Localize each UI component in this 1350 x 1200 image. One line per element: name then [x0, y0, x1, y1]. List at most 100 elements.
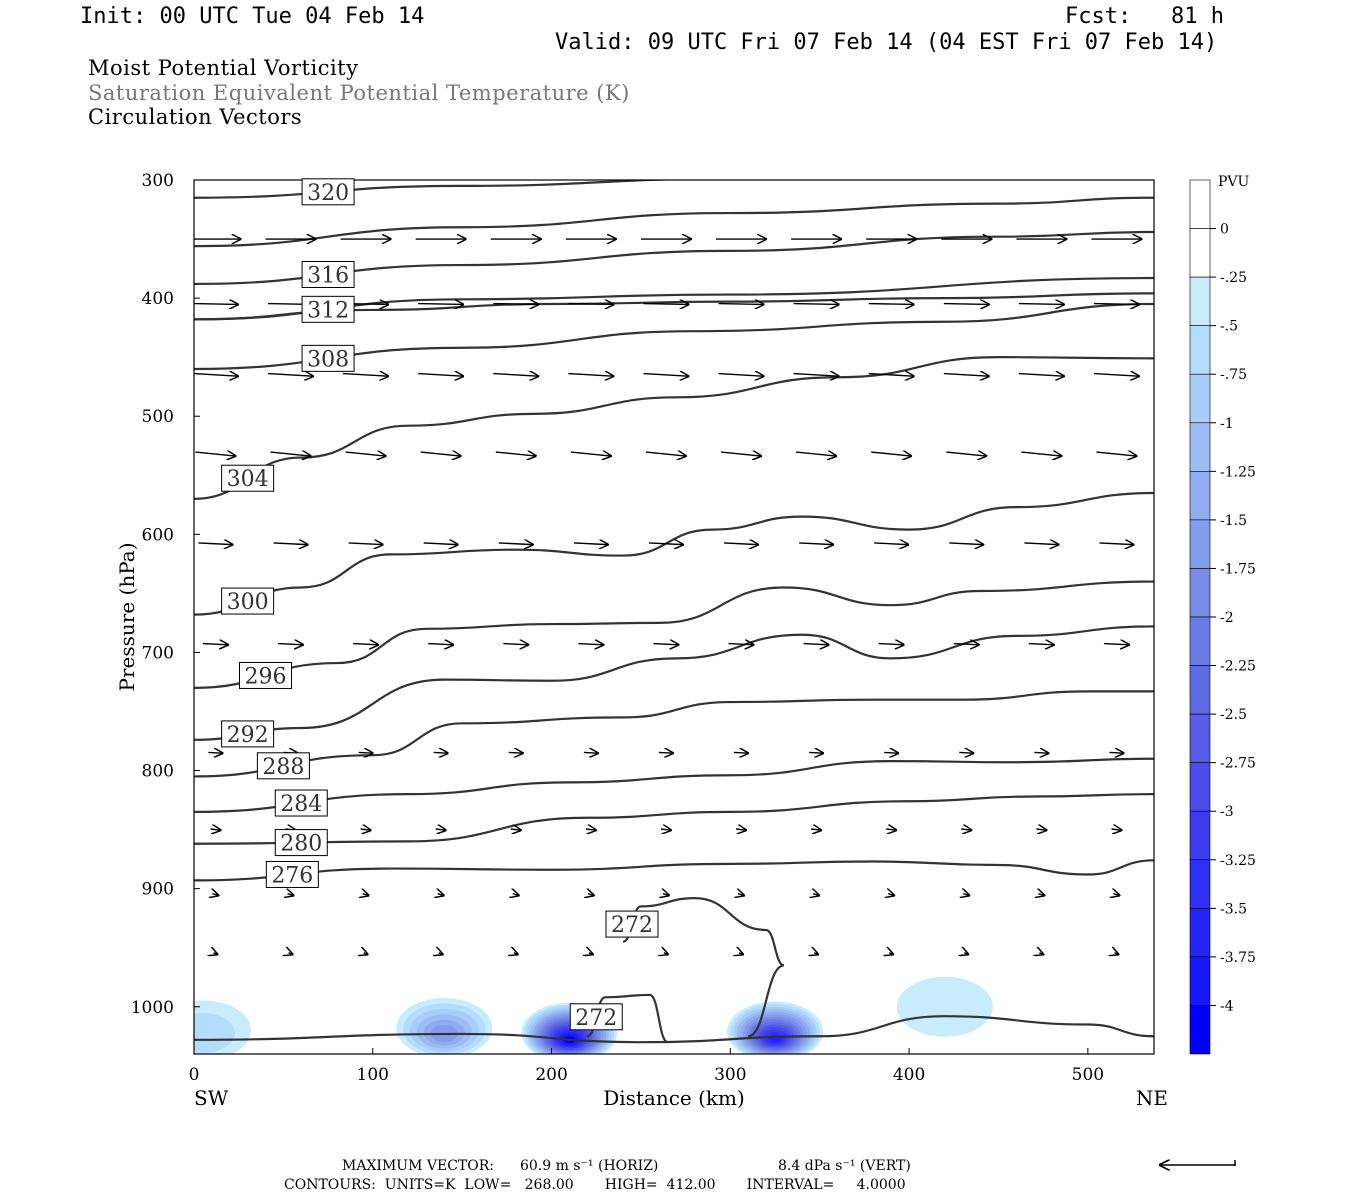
field-vectors-title: Circulation Vectors [88, 105, 303, 129]
vector-arrow [273, 543, 308, 545]
contour-line-1 [194, 196, 1154, 248]
vector-arrow [1018, 374, 1064, 377]
contour-label-box [221, 587, 275, 615]
contour-line-8 [194, 580, 1154, 689]
vector-arrow [949, 543, 983, 545]
vector-arrow [198, 543, 232, 545]
vector-arrow [653, 644, 678, 645]
vector-arrow [358, 752, 373, 753]
vector-arrow [796, 452, 836, 456]
contour-label-10: 288 [256, 752, 310, 780]
contour-label-2: 316 [301, 260, 355, 288]
vector-arrow [664, 953, 668, 955]
contour-label-text: 292 [227, 723, 269, 748]
contour-label-box [221, 464, 275, 492]
pv-colorbar: 0 -.25 -.5 -.75 -1 -1.25 -1.5 -1.75 -2 -2.25 -2.5 -… [1189, 179, 1256, 1055]
vector-arrow [210, 829, 220, 830]
vector-arrow [493, 304, 538, 305]
contour-label-box [221, 720, 275, 748]
vector-arrow [1093, 304, 1139, 305]
vector-arrow [643, 304, 688, 305]
colorbar-label: -3 [1220, 804, 1234, 820]
pv-region-4-level-0 [896, 976, 993, 1037]
vector-arrow [364, 953, 368, 955]
vector-arrow [568, 304, 613, 305]
vector-arrow [645, 452, 686, 456]
vector-arrow [568, 374, 613, 377]
y-tick-label: 900 [142, 880, 174, 900]
vector-arrow [267, 374, 313, 377]
contour-line-7 [194, 491, 1154, 616]
vector-arrow [814, 953, 818, 955]
vector-arrow [495, 452, 536, 456]
colorbar-swatch [1189, 471, 1211, 521]
colorbar-label: -1.75 [1220, 561, 1256, 577]
vector-arrow [1109, 752, 1123, 753]
contour-label-box [274, 829, 328, 857]
vector-arrow [420, 452, 461, 456]
vector-arrow [809, 752, 823, 753]
vector-arrow [1018, 304, 1064, 305]
vector-arrow [194, 304, 238, 305]
vector-arrow [648, 543, 683, 545]
contour-line-2 [194, 230, 1154, 286]
vector-arrow [724, 543, 758, 545]
contour-label-text: 272 [575, 1006, 617, 1031]
vector-arrow [360, 829, 371, 830]
y-axis-label: Pressure (hPa) [115, 543, 139, 692]
vector-arrow [739, 953, 743, 955]
vector-arrow [658, 752, 673, 753]
x-left-endpoint: SW [194, 1086, 229, 1110]
colorbar-label: -.25 [1220, 270, 1247, 286]
contour-label-9: 292 [221, 720, 275, 748]
colorbar-label: -2 [1220, 610, 1234, 626]
vector-arrow [493, 374, 538, 377]
contour-label-text: 300 [227, 590, 269, 615]
vector-arrow [363, 894, 369, 896]
contour-label-box [274, 789, 328, 817]
forecast-hour: Fcst: 81 h [1065, 4, 1224, 29]
contour-line-11 [194, 757, 1154, 813]
vector-arrow [868, 374, 914, 377]
colorbar-swatch [1189, 568, 1211, 618]
colorbar-swatch [1189, 519, 1211, 569]
vector-arrow [803, 644, 829, 645]
colorbar-label: -1 [1220, 416, 1234, 432]
contour-label-box [265, 860, 319, 888]
contour-info: CONTOURS: UNITS=K LOW= 268.00 HIGH= 412.… [284, 1177, 906, 1193]
pv-region-0-level-1 [194, 1013, 235, 1054]
vector-arrow [718, 304, 764, 305]
vector-arrow [1036, 829, 1046, 830]
vector-arrow [353, 644, 378, 645]
vector-arrow [1039, 953, 1043, 955]
contour-label-13: 276 [265, 860, 319, 888]
y-tick-label: 1000 [131, 998, 174, 1018]
vector-arrow [513, 894, 519, 896]
vector-arrow [213, 953, 217, 955]
contour-label-6: 304 [221, 464, 275, 492]
colorbar-swatch [1189, 713, 1211, 763]
contour-label-4: 312 [301, 295, 355, 323]
vector-arrow [1093, 374, 1139, 377]
colorbar-swatch [1189, 956, 1211, 1006]
vector-arrow [348, 543, 383, 545]
contour-label-text: 304 [227, 467, 269, 492]
y-tick-label: 400 [142, 289, 174, 309]
vector-arrow [585, 829, 596, 830]
vector-arrow [943, 374, 989, 377]
colorbar-label: 0 [1220, 222, 1229, 238]
vector-arrow [868, 304, 914, 305]
colorbar-swatch [1189, 422, 1211, 472]
vector-arrow [578, 644, 603, 645]
colorbar-swatch [1189, 1005, 1211, 1055]
colorbar-label: -3.5 [1220, 901, 1247, 917]
vector-arrow [961, 829, 971, 830]
colorbar-label: -3.75 [1220, 950, 1256, 966]
vector-arrow [793, 374, 839, 377]
colorbar-swatch [1189, 228, 1211, 278]
vector-arrow [943, 304, 989, 305]
vector-arrow [735, 829, 746, 830]
theta-e-contours [194, 180, 1154, 1044]
contour-label-12: 280 [274, 829, 328, 857]
vector-arrow [738, 894, 744, 896]
